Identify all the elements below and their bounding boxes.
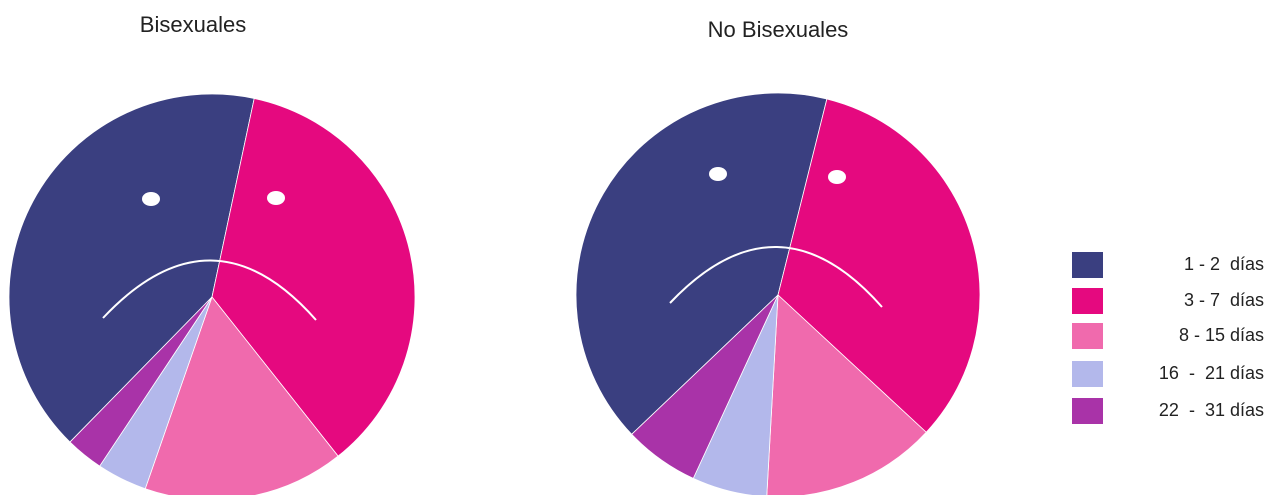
face-eye	[709, 167, 727, 181]
legend-label: 1 - 2 días	[1184, 254, 1264, 274]
chart-title: Bisexuales	[140, 12, 246, 37]
legend-label: 3 - 7 días	[1184, 290, 1264, 310]
face-eye	[828, 170, 846, 184]
legend-swatch	[1072, 361, 1103, 387]
legend-swatch	[1072, 252, 1103, 278]
legend-swatch	[1072, 398, 1103, 424]
chart-title: No Bisexuales	[708, 17, 849, 42]
legend-label: 8 - 15 días	[1179, 325, 1264, 345]
chart: Bisexuales No Bisexuales 1 - 2 días 3 - 7…	[0, 0, 1284, 495]
legend-label: 16 - 21 días	[1159, 363, 1264, 383]
legend-swatch	[1072, 288, 1103, 314]
face-eye	[267, 191, 285, 205]
legend-swatch	[1072, 323, 1103, 349]
face-eye	[142, 192, 160, 206]
legend-label: 22 - 31 días	[1159, 400, 1264, 420]
